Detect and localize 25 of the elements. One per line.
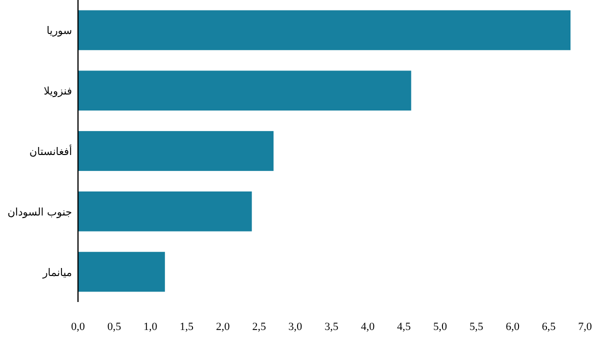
y-tick-label: جنوب السودان bbox=[7, 206, 72, 218]
x-tick-label: 3,5 bbox=[324, 321, 339, 333]
bar bbox=[78, 131, 274, 171]
x-tick-label: 7,0 bbox=[578, 321, 592, 333]
x-tick-label: 2,0 bbox=[216, 321, 230, 333]
bar bbox=[78, 10, 571, 50]
x-tick-label: 1,5 bbox=[180, 321, 194, 333]
x-tick-label: 6,0 bbox=[506, 321, 520, 333]
x-tick-label: 1,0 bbox=[144, 321, 158, 333]
y-tick-label: أفغانستان bbox=[29, 144, 72, 158]
y-tick-label: سوريا bbox=[46, 25, 72, 38]
x-tick-label: 4,5 bbox=[397, 321, 412, 333]
x-tick-label: 5,5 bbox=[469, 321, 484, 333]
x-tick-label: 6,5 bbox=[542, 321, 556, 333]
x-tick-label: 3,0 bbox=[288, 321, 303, 333]
x-tick-label: 0,0 bbox=[71, 321, 86, 333]
x-tick-label: 0,5 bbox=[107, 321, 122, 333]
x-tick-label: 4,0 bbox=[360, 321, 376, 333]
x-tick-label: 5,0 bbox=[433, 321, 448, 333]
bar bbox=[78, 70, 412, 111]
bar bbox=[78, 252, 165, 292]
y-tick-label: فنزويلا bbox=[44, 86, 72, 98]
y-tick-label: ميانمار bbox=[42, 266, 72, 279]
x-tick-label: 2,5 bbox=[252, 321, 266, 333]
bar bbox=[78, 191, 252, 232]
